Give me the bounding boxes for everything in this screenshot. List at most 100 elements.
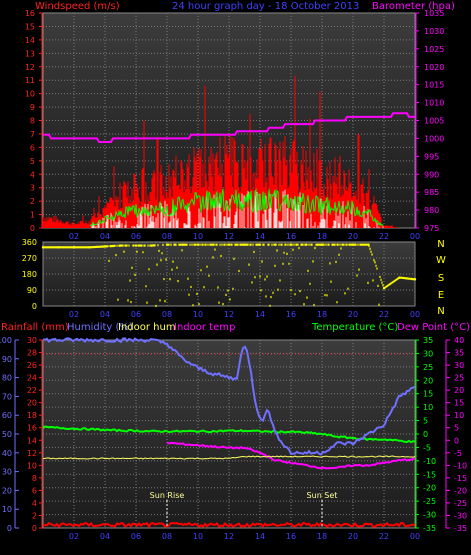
x-tick-label: 18 xyxy=(317,310,327,319)
temperature-tick-label: -35 xyxy=(423,524,436,533)
wind-direction-point xyxy=(367,243,370,246)
x-tick-label: 10 xyxy=(193,310,203,319)
x-tick-label: 08 xyxy=(162,310,172,319)
barometer-tick-label: 975 xyxy=(424,224,439,233)
dew-point-tick-label: -10 xyxy=(454,461,467,470)
x-tick-label: 04 xyxy=(100,310,110,319)
windspeed-tick-label: 13 xyxy=(25,49,35,58)
rainfall-tick-label: 10 xyxy=(27,461,37,470)
dew-point-tick-label: -15 xyxy=(454,474,467,483)
legend-dew-point: Dew Point (°C) xyxy=(397,322,470,333)
windspeed-axis-label: Windspeed (m/s) xyxy=(35,1,120,12)
dew-point-tick-label: 30 xyxy=(454,361,464,370)
wind-direction-tick-label: 270 xyxy=(22,254,37,263)
wind-direction-point xyxy=(41,246,45,249)
wind-direction-point xyxy=(336,243,339,246)
rainfall-tick-label: 16 xyxy=(27,424,37,433)
windspeed-tick-label: 2 xyxy=(30,197,35,206)
x-tick-label: 04 xyxy=(100,232,110,241)
x-tick-label: 02 xyxy=(69,232,79,241)
rainfall-tick-label: 4 xyxy=(32,499,37,508)
windspeed-tick-label: 15 xyxy=(25,22,35,31)
humidity-tick-label: 10 xyxy=(2,505,12,514)
wind-direction-point xyxy=(181,243,184,246)
dew-point-tick-label: -20 xyxy=(454,486,467,495)
barometer-tick-label: 1000 xyxy=(424,134,444,143)
temperature-tick-label: 20 xyxy=(423,376,433,385)
x-tick-label: 00 xyxy=(410,310,420,319)
windspeed-tick-label: 8 xyxy=(30,117,35,126)
humidity-tick-label: 0 xyxy=(7,524,12,533)
wind-direction-point xyxy=(212,243,215,246)
barometer-tick-label: 1030 xyxy=(424,27,444,36)
x-tick-label: 20 xyxy=(348,310,358,319)
humidity-tick-label: 50 xyxy=(2,430,12,439)
temperature-tick-label: 10 xyxy=(423,403,433,412)
x-tick-label: 12 xyxy=(224,532,234,541)
x-tick-label: 18 xyxy=(317,232,327,241)
windspeed-tick-label: 3 xyxy=(30,184,35,193)
dew-point-tick-label: 20 xyxy=(454,386,464,395)
humidity-tick-label: 40 xyxy=(2,449,12,458)
rainfall-tick-label: 30 xyxy=(27,336,37,345)
graph-title: 24 hour graph day - 18 October 2013 xyxy=(172,1,359,12)
x-tick-label: 16 xyxy=(286,532,296,541)
humidity-tick-label: 90 xyxy=(2,355,12,364)
wind-direction-tick-label: 360 xyxy=(22,238,37,247)
dew-point-tick-label: 5 xyxy=(454,424,459,433)
compass-label: W xyxy=(436,255,446,266)
sunrise-label: Sun Rise xyxy=(150,491,185,500)
wind-direction-point xyxy=(227,243,231,246)
windspeed-tick-label: 9 xyxy=(30,103,35,112)
series-indoor-hum xyxy=(42,455,416,460)
rainfall-tick-label: 22 xyxy=(27,386,37,395)
wind-direction-tick-label: 180 xyxy=(22,270,37,279)
wind-direction-point xyxy=(119,244,122,247)
x-tick-label: 10 xyxy=(193,232,203,241)
x-tick-label: 20 xyxy=(348,532,358,541)
rainfall-tick-label: 24 xyxy=(27,374,37,383)
barometer-tick-label: 985 xyxy=(424,188,439,197)
x-tick-label: 08 xyxy=(162,232,172,241)
wind-direction-point xyxy=(88,246,91,249)
x-tick-label: 04 xyxy=(100,532,110,541)
legend-temperature: Temperature (°C) xyxy=(311,322,398,333)
wind-direction-point xyxy=(320,243,324,246)
windspeed-tick-label: 4 xyxy=(30,170,35,179)
rainfall-tick-label: 28 xyxy=(27,349,37,358)
dew-point-tick-label: 35 xyxy=(454,349,464,358)
dew-point-tick-label: -5 xyxy=(454,449,462,458)
humidity-tick-label: 80 xyxy=(2,374,12,383)
temperature-tick-label: 35 xyxy=(423,336,433,345)
dew-point-tick-label: 25 xyxy=(454,374,464,383)
dew-point-tick-label: -35 xyxy=(454,524,467,533)
temperature-tick-label: 30 xyxy=(423,349,433,358)
dew-point-tick-label: 10 xyxy=(454,411,464,420)
windspeed-tick-label: 10 xyxy=(25,90,35,99)
windspeed-tick-label: 14 xyxy=(25,36,35,45)
humidity-tick-label: 20 xyxy=(2,486,12,495)
barometer-tick-label: 1015 xyxy=(424,81,444,90)
dew-point-tick-label: 40 xyxy=(454,336,464,345)
dew-point-tick-label: 0 xyxy=(454,436,459,445)
windspeed-tick-label: 16 xyxy=(25,9,35,18)
wind-direction-point xyxy=(165,243,169,246)
sunset-label: Sun Set xyxy=(307,491,338,500)
x-tick-label: 14 xyxy=(255,232,265,241)
series-humidity xyxy=(42,337,416,456)
barometer-tick-label: 1005 xyxy=(424,117,444,126)
wind-direction-point xyxy=(103,245,107,248)
x-tick-label: 02 xyxy=(69,532,79,541)
wind-direction-point xyxy=(150,244,153,247)
x-tick-label: 12 xyxy=(224,310,234,319)
wind-direction-point xyxy=(72,246,76,249)
wind-direction-point xyxy=(243,243,246,246)
windspeed-tick-label: 7 xyxy=(30,130,35,139)
barometer-tick-label: 1010 xyxy=(424,99,444,108)
x-tick-label: 16 xyxy=(286,310,296,319)
x-tick-label: 08 xyxy=(162,532,172,541)
temperature-tick-label: -5 xyxy=(423,443,431,452)
humidity-tick-label: 70 xyxy=(2,392,12,401)
